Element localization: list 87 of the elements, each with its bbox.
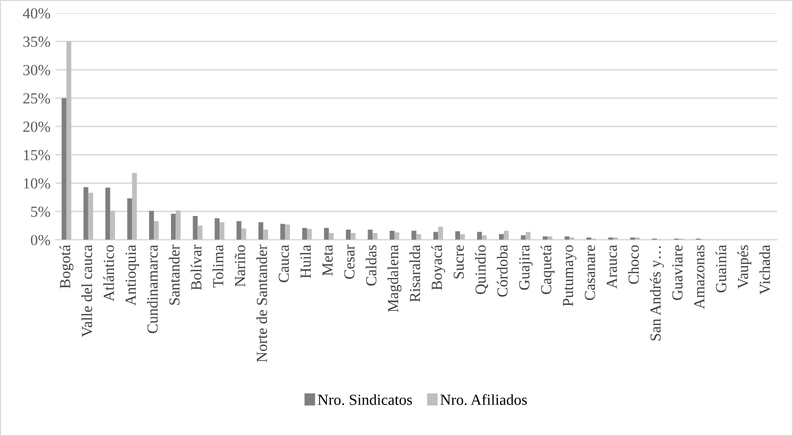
- x-tick-label: Santander: [168, 244, 180, 305]
- x-tick-label: Norte de Santander: [256, 244, 268, 362]
- bar: [412, 230, 416, 240]
- bar: [324, 228, 329, 240]
- bar: [62, 98, 66, 240]
- bar: [416, 234, 422, 240]
- x-tick-label: Huila: [300, 244, 311, 278]
- y-tick-label: 40%: [22, 8, 50, 19]
- x-tick-label: Arauca: [606, 244, 617, 289]
- bar: [198, 226, 202, 240]
- y-tick-label: 10%: [24, 178, 50, 189]
- x-tick-label: Risaralda: [409, 244, 420, 302]
- bar: [368, 230, 373, 240]
- bar: [346, 230, 351, 240]
- bar: [236, 221, 242, 240]
- bar: [280, 224, 286, 240]
- bar: [564, 236, 570, 240]
- bar: [302, 228, 307, 240]
- bar: [127, 198, 132, 240]
- y-tick-label: 35%: [23, 36, 50, 47]
- x-tick-label: Bogotá: [59, 244, 74, 288]
- y-tick-label: 0%: [30, 234, 50, 246]
- bar: [372, 233, 378, 240]
- bar: [170, 214, 176, 240]
- bar: [263, 230, 268, 240]
- bar: [258, 222, 264, 240]
- bar: [438, 226, 444, 240]
- x-tick-label: Amazonas: [694, 245, 704, 309]
- bar: [154, 221, 159, 240]
- legend-label: Nro. Sindicatos: [318, 394, 412, 406]
- x-tick-label: Bolívar: [190, 244, 202, 290]
- x-tick-label: Caquetá: [540, 244, 554, 294]
- y-tick-label: 5%: [31, 206, 50, 217]
- y-tick-label: 30%: [23, 64, 50, 76]
- x-tick-label: Cundinamarca: [146, 244, 158, 334]
- bar: [241, 228, 246, 240]
- x-tick-label: Guaviare: [672, 245, 683, 300]
- bar: [477, 232, 482, 240]
- x-tick-label: Valle del cauca: [81, 244, 92, 337]
- x-tick-label: Caldas: [366, 245, 376, 286]
- y-tick-label: 25%: [23, 93, 50, 104]
- bar: [176, 210, 181, 240]
- bar: [460, 234, 465, 240]
- bar: [548, 236, 552, 240]
- x-tick-label: Antioquia: [126, 244, 139, 306]
- x-tick-label: Guajira: [519, 244, 533, 290]
- x-tick-label: Córdoba: [496, 244, 508, 297]
- bar: [455, 231, 460, 240]
- bar: [192, 216, 198, 240]
- bar: [504, 230, 509, 240]
- x-tick-label: Tolima: [212, 244, 224, 288]
- x-tick-label: Vichada: [759, 244, 770, 294]
- x-tick-label: Atlántico: [103, 245, 114, 302]
- x-tick-label: Meta: [322, 244, 333, 276]
- y-tick-label: 15%: [24, 150, 50, 160]
- bar: [306, 229, 312, 240]
- x-tick-label: Sucre: [454, 245, 464, 278]
- bar: [285, 224, 290, 240]
- bar: [394, 232, 400, 240]
- x-tick-label: Quindío: [474, 245, 488, 294]
- bar: [110, 210, 115, 240]
- bar: [84, 187, 88, 240]
- bar: [88, 192, 94, 240]
- bar: [390, 230, 394, 240]
- legend-label: Nro. Afiliados: [440, 394, 527, 406]
- bar: [132, 172, 137, 240]
- bar: [66, 41, 72, 240]
- bar: [350, 233, 356, 240]
- x-tick-label: Boyacá: [431, 244, 446, 290]
- x-tick-label: Putumayo: [563, 245, 576, 306]
- bar: [526, 232, 530, 240]
- bar: [214, 218, 220, 240]
- x-tick-label: Vaupés: [737, 245, 752, 289]
- y-tick-label: 20%: [23, 122, 50, 132]
- bar: [105, 188, 110, 240]
- x-tick-label: San Andrés y…: [650, 246, 664, 340]
- x-tick-label: Cauca: [278, 244, 289, 282]
- bar: [149, 210, 154, 240]
- x-tick-label: Casanare: [584, 245, 596, 300]
- bar: [498, 234, 504, 240]
- x-tick-label: Cesar: [344, 244, 355, 279]
- x-tick-label: Choco: [628, 245, 639, 284]
- x-tick-label: Nariño: [234, 245, 246, 287]
- x-tick-label: Magdalena: [388, 244, 402, 312]
- x-tick-label: Guainía: [716, 244, 726, 292]
- bar: [220, 222, 224, 240]
- bar: [542, 236, 548, 240]
